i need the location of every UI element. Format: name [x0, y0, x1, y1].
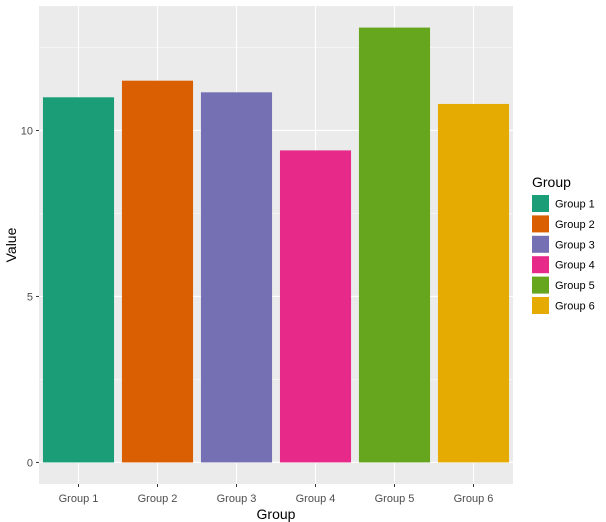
legend-key — [532, 297, 549, 314]
x-tick-label: Group 3 — [217, 493, 257, 505]
bar-group-5 — [358, 27, 431, 463]
x-tick-label: Group 2 — [138, 493, 178, 505]
y-tick-label: 5 — [27, 291, 33, 303]
bar-group-6 — [437, 103, 510, 463]
plot-panel — [39, 6, 513, 484]
y-axis-ticks: 0 5 10 — [21, 125, 39, 469]
legend-label: Group 1 — [555, 199, 595, 211]
legend-title: Group — [532, 174, 571, 190]
x-tick-label: Group 6 — [454, 493, 494, 505]
legend-key — [532, 235, 549, 253]
bars — [42, 27, 510, 463]
x-axis-title: Group — [257, 506, 296, 522]
y-tick-label: 0 — [27, 457, 33, 469]
legend-label: Group 5 — [555, 280, 595, 292]
bar-group-2 — [121, 80, 194, 463]
bar-group-4 — [279, 150, 352, 463]
y-axis-title: Value — [3, 227, 19, 262]
y-tick-label: 10 — [21, 125, 33, 137]
x-tick-label: Group 4 — [296, 493, 336, 505]
legend-label: Group 3 — [555, 239, 595, 251]
legend-key — [532, 215, 549, 233]
bar-group-3 — [200, 92, 273, 463]
legend-key — [532, 276, 549, 294]
legend-label: Group 6 — [555, 301, 595, 313]
x-tick-label: Group 1 — [59, 493, 99, 505]
legend-key — [532, 195, 549, 212]
legend-label: Group 4 — [555, 260, 595, 272]
bar-group-1 — [42, 97, 115, 463]
legend-key — [532, 256, 549, 274]
legend-entries: Group 1 Group 2 Group 3 Group 4 Group 5 Group… — [532, 195, 595, 314]
x-axis-ticks: Group 1 Group 2 Group 3 Group 4 Group 5 Group… — [59, 484, 494, 505]
x-tick-label: Group 5 — [375, 493, 415, 505]
legend-label: Group 2 — [555, 219, 595, 231]
